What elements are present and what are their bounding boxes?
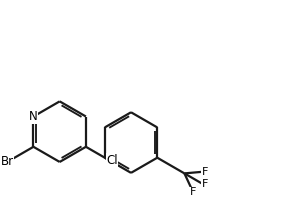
Text: F: F [202, 179, 208, 189]
Text: N: N [29, 110, 38, 123]
Text: F: F [190, 187, 196, 197]
Text: Cl: Cl [106, 154, 118, 167]
Text: Br: Br [1, 155, 14, 168]
Text: F: F [202, 167, 208, 177]
